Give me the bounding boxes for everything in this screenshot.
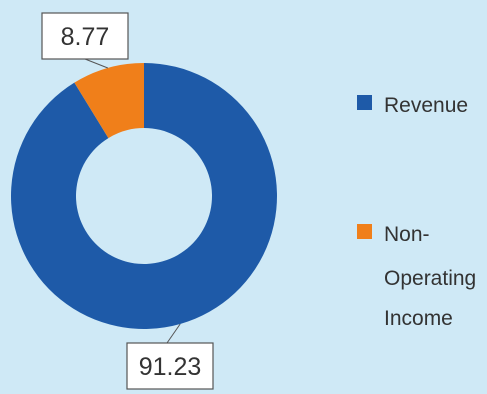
legend-label-line: Income [384,307,453,330]
legend-item-non-operating-income: Non- Operating Income [357,223,476,330]
data-label-box [126,342,214,390]
leader-line [166,323,181,344]
legend-label-line: Operating [384,267,476,290]
leader-line [84,58,109,69]
legend-swatch [357,95,372,110]
donut-slices [10,63,277,329]
chart-legend: Revenue Non- Operating Income [357,94,476,330]
legend-label-line: Non- [384,223,430,246]
legend-item-revenue: Revenue [357,94,468,117]
legend-swatch [357,224,372,239]
slice-revenue [10,63,277,329]
label-leader-lines [84,58,181,344]
legend-label-line: Revenue [384,94,468,117]
data-label-revenue: 91.23 [126,342,214,390]
data-label-non-operating-income: 8.77 [41,12,129,60]
data-label-box [41,12,129,60]
data-label-text: 8.77 [61,23,110,51]
slice-non-operating-income [74,63,144,139]
data-label-text: 91.23 [139,353,202,381]
data-labels: 91.23 8.77 [41,12,214,390]
